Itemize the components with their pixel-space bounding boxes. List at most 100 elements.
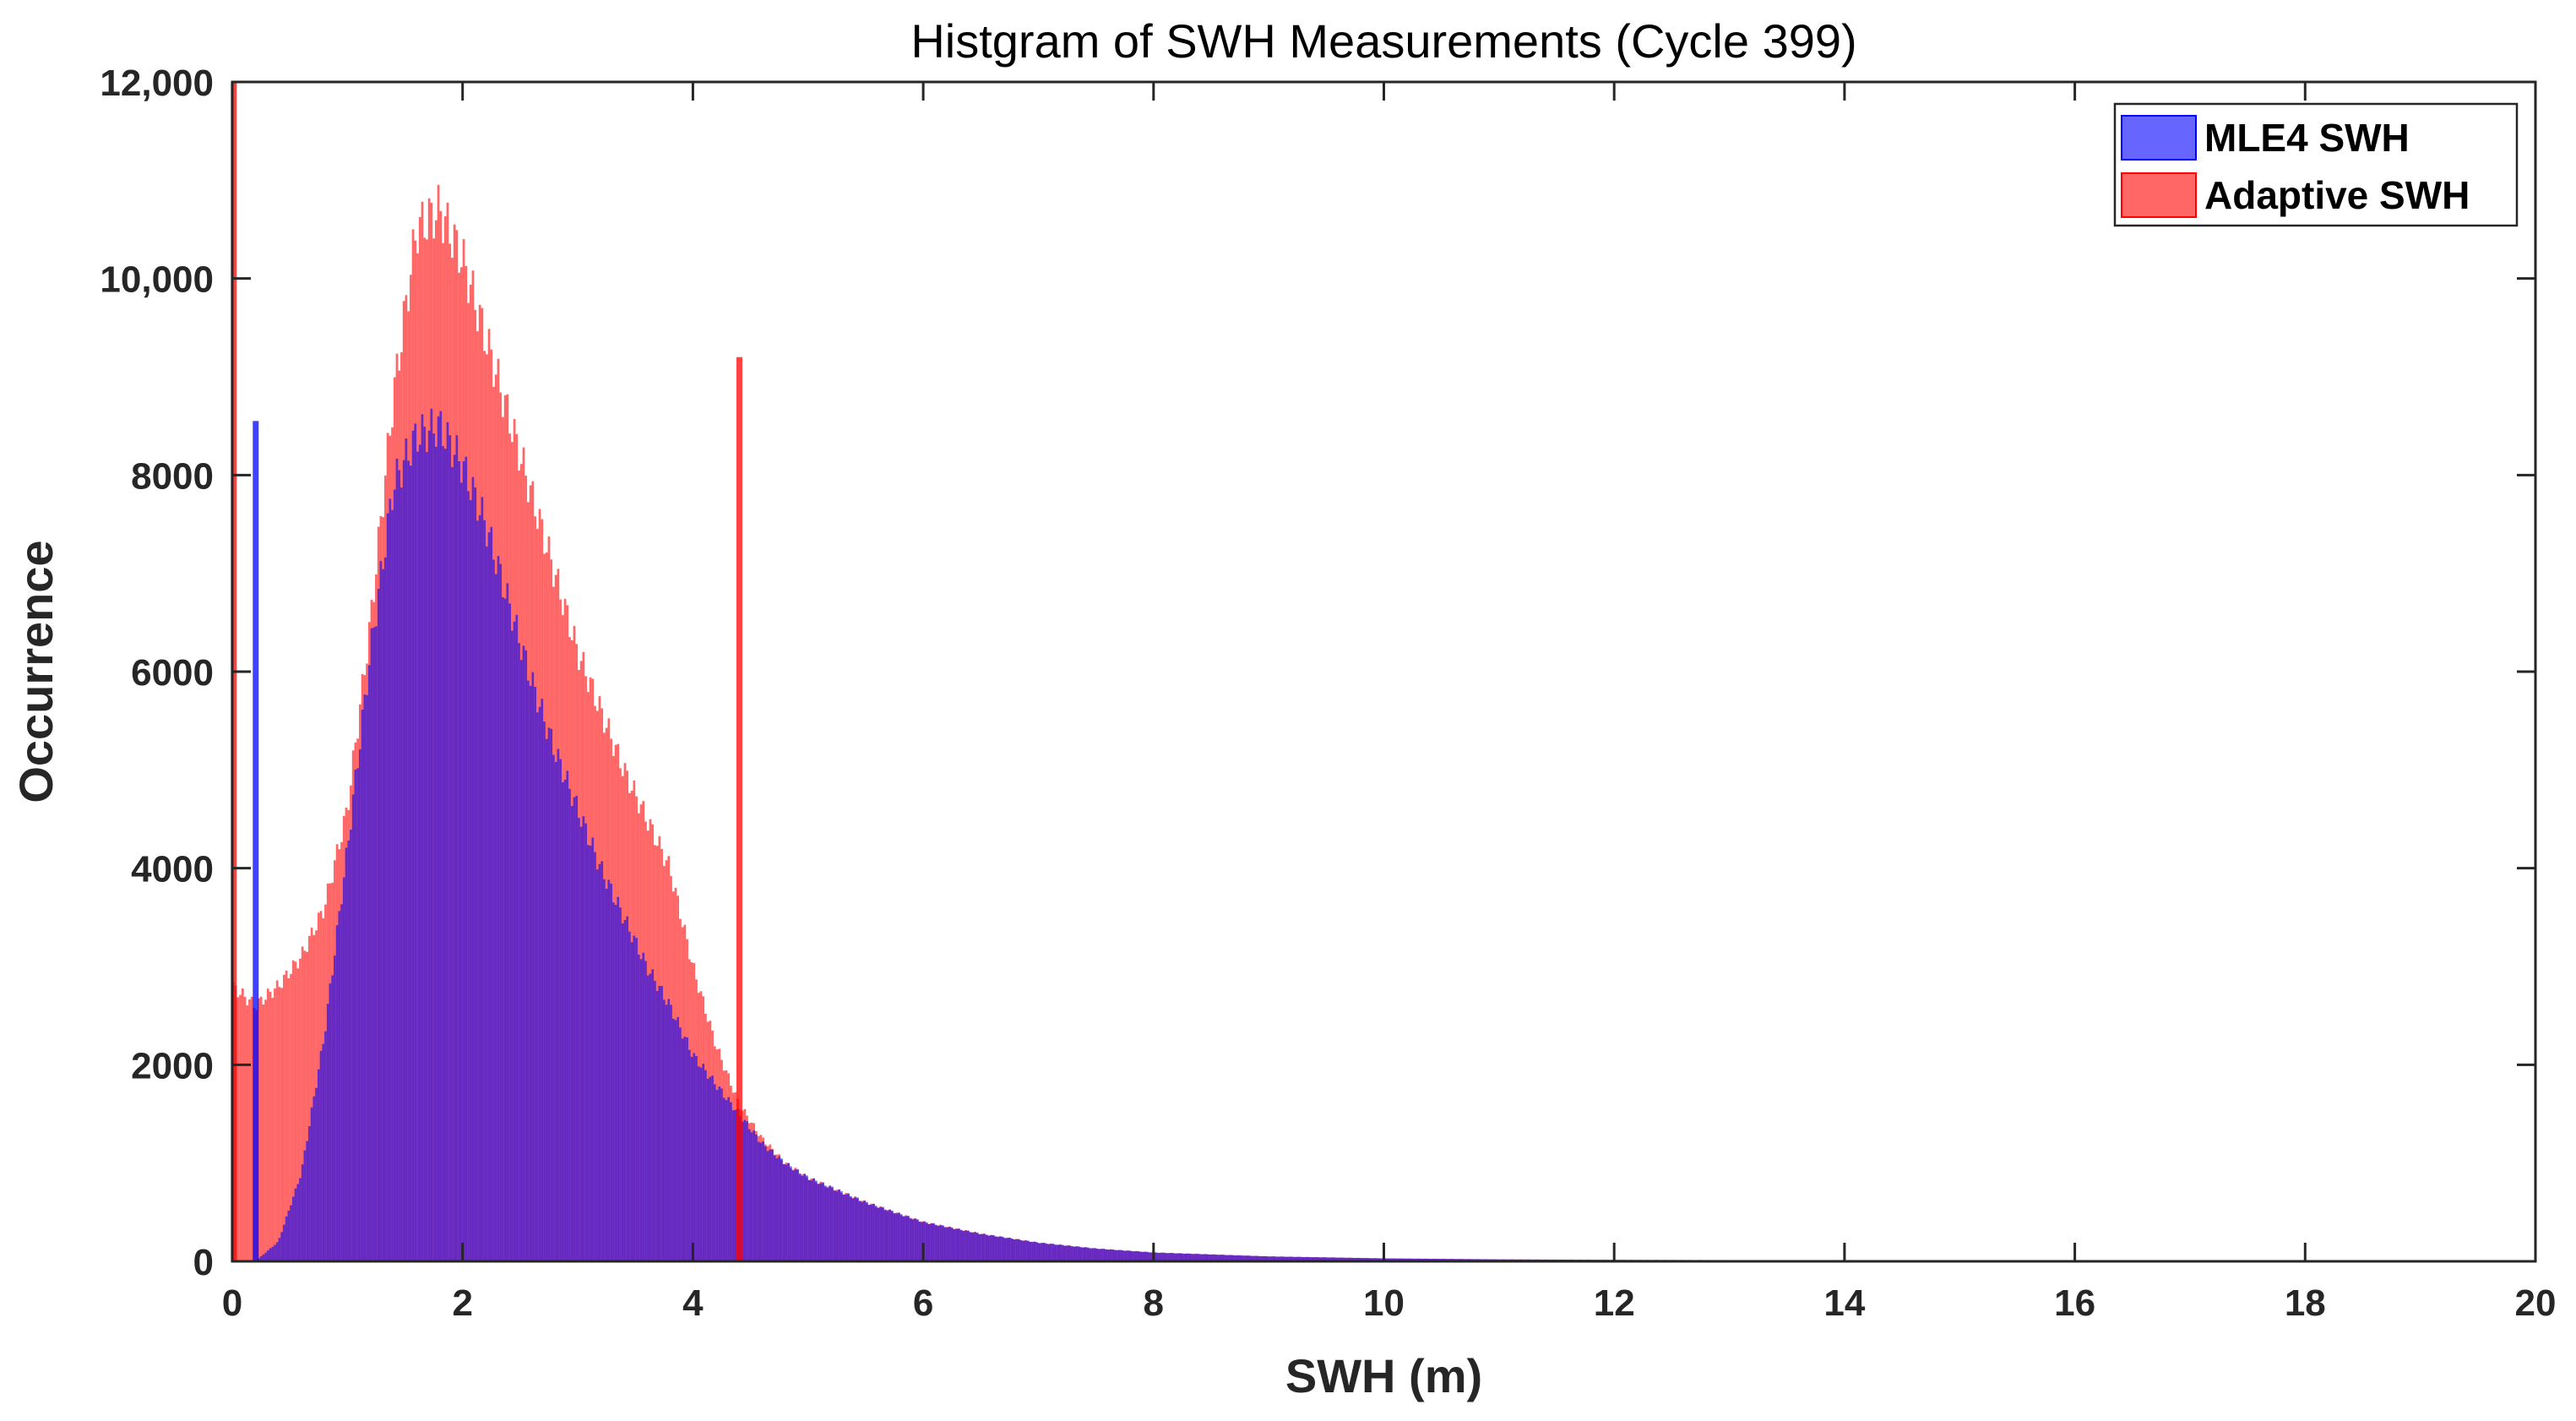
bar: [1003, 1238, 1007, 1261]
x-tick-label: 10: [1363, 1282, 1405, 1324]
bar: [1305, 1256, 1308, 1261]
bar: [541, 699, 544, 1261]
bar: [405, 438, 408, 1261]
bar: [271, 998, 274, 1261]
bar: [695, 1055, 698, 1261]
bar: [1075, 1246, 1078, 1261]
bar: [683, 1037, 687, 1261]
bar: [329, 983, 332, 1261]
bar: [451, 466, 454, 1261]
bar: [557, 749, 560, 1261]
bar: [950, 1227, 954, 1261]
bar: [411, 430, 415, 1261]
bar: [817, 1184, 820, 1261]
axis-ticks: 0 2 4 6 8 10 12 14 16 18 20 0 2000 4000 6000 8000 10,000…: [100, 63, 2556, 1324]
bar: [916, 1219, 919, 1261]
bar: [1266, 1256, 1269, 1261]
x-tick-label: 18: [2285, 1282, 2326, 1324]
bar: [1329, 1257, 1331, 1261]
bar: [367, 665, 371, 1261]
bar: [762, 1141, 764, 1261]
bar: [1321, 1257, 1324, 1261]
bar: [1351, 1257, 1355, 1261]
bar: [1133, 1251, 1135, 1261]
bar: [1061, 1244, 1064, 1261]
bar: [239, 994, 242, 1261]
bar: [948, 1227, 951, 1261]
bar: [655, 990, 659, 1261]
bar: [1253, 1255, 1255, 1261]
bar: [628, 931, 631, 1261]
bar: [437, 416, 440, 1262]
bar: [266, 1250, 269, 1261]
bar: [434, 446, 437, 1261]
bar: [759, 1142, 763, 1261]
bar: [806, 1175, 808, 1261]
bar: [1177, 1253, 1179, 1261]
bar: [269, 1248, 272, 1261]
bar: [769, 1149, 772, 1261]
bar: [333, 956, 336, 1261]
bar: [734, 1109, 737, 1261]
bar: [943, 1227, 947, 1261]
bar: [727, 1097, 731, 1261]
bar: [534, 687, 536, 1261]
bar: [753, 1130, 756, 1261]
bar: [1425, 1258, 1428, 1261]
bar: [303, 1150, 307, 1261]
bar: [999, 1236, 1002, 1261]
bar: [1084, 1247, 1087, 1261]
bar: [626, 916, 629, 1261]
bar: [290, 973, 292, 1261]
bar: [1273, 1256, 1276, 1261]
bar: [294, 1188, 297, 1261]
bar: [275, 980, 279, 1261]
bar: [1146, 1251, 1149, 1261]
bar: [610, 883, 612, 1261]
x-tick-label: 12: [1594, 1282, 1635, 1324]
bar: [1134, 1251, 1138, 1261]
bar: [485, 546, 488, 1261]
bar: [1174, 1253, 1177, 1261]
bar: [1187, 1253, 1191, 1261]
bar: [706, 1078, 709, 1261]
bar: [306, 1141, 308, 1261]
bar: [918, 1221, 921, 1261]
bar: [690, 1056, 693, 1261]
bar: [487, 532, 491, 1261]
bar: [605, 889, 608, 1261]
bar: [1015, 1239, 1018, 1261]
bar: [810, 1180, 813, 1261]
bar: [807, 1179, 811, 1261]
bar: [1406, 1258, 1410, 1261]
bar: [872, 1203, 875, 1261]
bar: [1301, 1256, 1304, 1261]
bar: [483, 520, 486, 1261]
bar: [686, 1037, 688, 1261]
bar: [243, 996, 247, 1261]
bar: [322, 1043, 325, 1261]
bar: [1066, 1245, 1068, 1261]
bar: [1250, 1255, 1253, 1261]
bar: [430, 408, 433, 1261]
bar: [965, 1230, 967, 1261]
bar: [785, 1164, 788, 1261]
bar: [704, 1070, 707, 1261]
bar: [1098, 1249, 1101, 1261]
bar: [331, 975, 334, 1261]
bar: [1213, 1254, 1216, 1261]
bar: [259, 996, 263, 1261]
bar: [1222, 1255, 1226, 1261]
bar: [550, 728, 553, 1261]
bar: [889, 1210, 891, 1261]
bar: [851, 1198, 855, 1261]
bar: [941, 1225, 944, 1261]
bar: [1294, 1256, 1296, 1261]
bar: [829, 1186, 832, 1261]
bar: [503, 598, 507, 1261]
bar: [713, 1084, 716, 1261]
bar: [1117, 1250, 1119, 1261]
bar: [791, 1170, 795, 1261]
bar: [579, 826, 583, 1261]
bar: [644, 961, 647, 1261]
